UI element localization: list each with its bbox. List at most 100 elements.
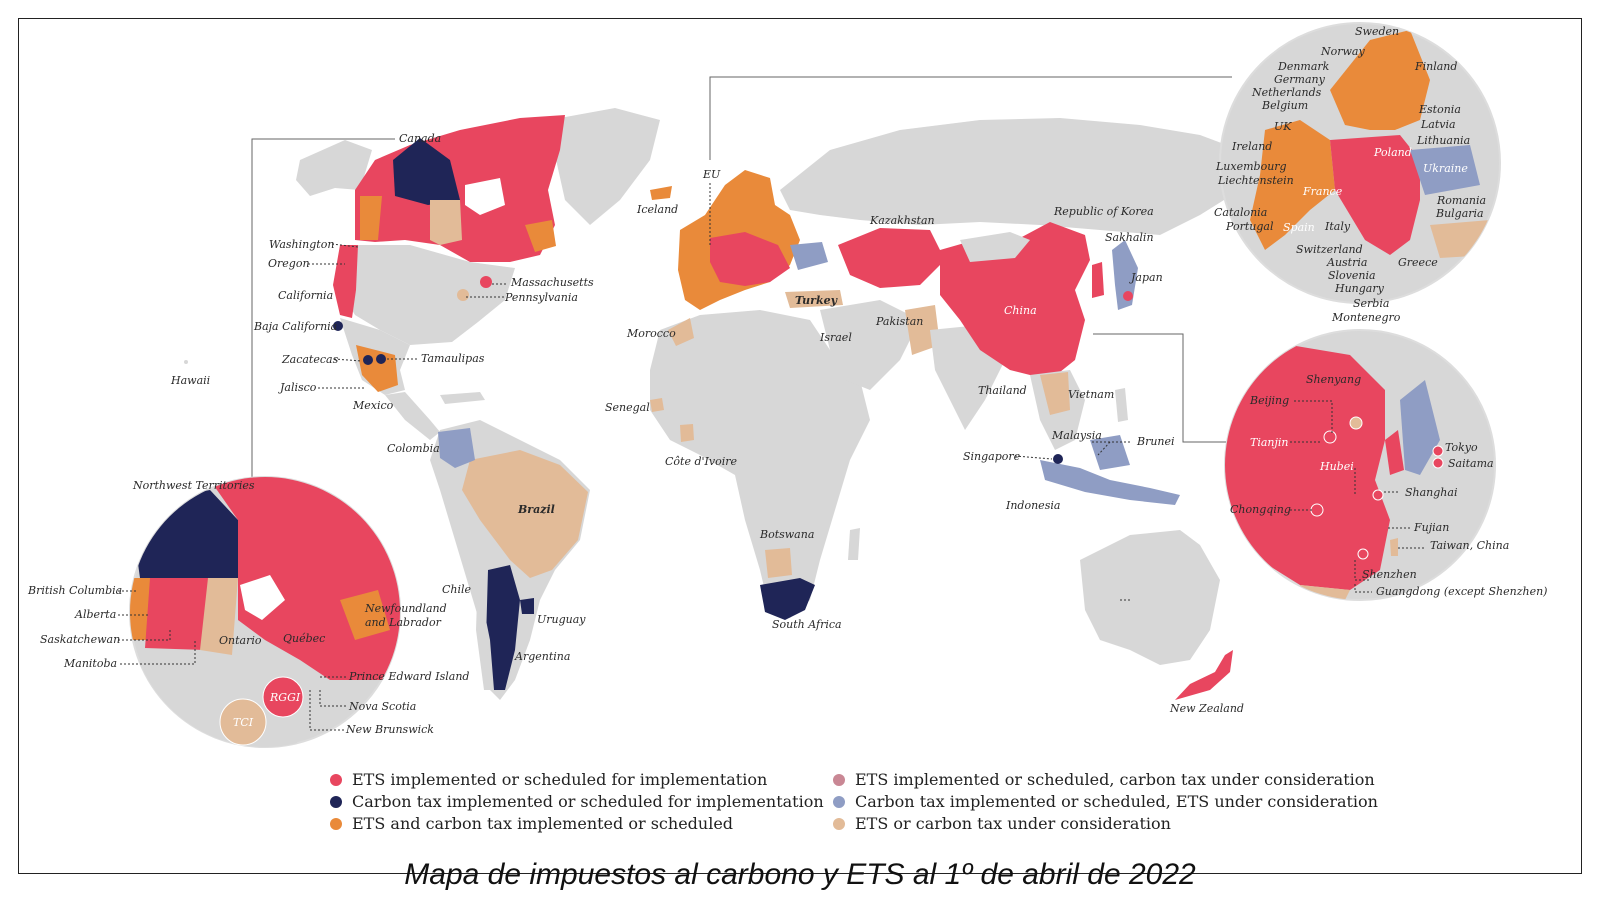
label-alberta: Alberta	[74, 608, 116, 621]
label-pakistan: Pakistan	[875, 315, 923, 328]
legend-label-carbon-tax: Carbon tax implemented or scheduled for …	[352, 792, 824, 811]
label-romania: Romania	[1436, 194, 1486, 207]
colombia-region	[438, 428, 475, 468]
us-west-coast	[333, 245, 358, 318]
newfoundland-region	[525, 220, 556, 252]
baja-dot	[333, 321, 343, 331]
argentina-region	[482, 565, 520, 690]
label-morocco: Morocco	[626, 327, 676, 340]
label-botswana: Botswana	[759, 528, 814, 541]
label-israel: Israel	[819, 331, 852, 344]
legend-item-carbon-tax: Carbon tax implemented or scheduled for …	[330, 792, 824, 811]
tci-circle	[219, 698, 267, 746]
japan-dot	[1123, 291, 1133, 301]
label-nova-scotia: Nova Scotia	[348, 700, 416, 713]
korea-region	[1092, 262, 1104, 298]
label-ireland: Ireland	[1231, 140, 1272, 153]
alaska-region	[296, 140, 372, 196]
label-zacatecas: Zacatecas	[281, 353, 339, 366]
south-africa-region	[760, 578, 815, 620]
label-manitoba: Manitoba	[63, 657, 117, 670]
africa-region	[650, 310, 870, 618]
eu-connector	[709, 76, 1232, 160]
label-bulgaria: Bulgaria	[1435, 207, 1484, 220]
tokyo-dot	[1432, 445, 1444, 457]
label-quebec: Québec	[283, 632, 325, 645]
label-indonesia: Indonesia	[1005, 499, 1060, 512]
label-newfoundland-2: and Labrador	[365, 616, 442, 629]
label-lithuania: Lithuania	[1416, 134, 1470, 147]
label-saitama: Saitama	[1448, 457, 1494, 470]
inset-central-eu	[1330, 135, 1420, 255]
north-america	[184, 108, 660, 440]
label-new-zealand: New Zealand	[1169, 702, 1244, 715]
label-spain: Spain	[1283, 221, 1315, 234]
senegal-region	[650, 398, 664, 412]
label-shenyang: Shenyang	[1306, 373, 1361, 386]
canada-inset	[129, 476, 401, 748]
label-chongqing: Chongqing	[1230, 503, 1291, 516]
label-sweden: Sweden	[1355, 25, 1399, 38]
uruguay-region	[520, 598, 534, 614]
figure-caption: Mapa de impuestos al carbono y ETS al 1º…	[404, 858, 1196, 891]
label-ukraine: Ukraine	[1423, 162, 1468, 175]
inset-nordics	[1330, 30, 1430, 130]
australia-region	[1080, 530, 1220, 665]
label-tci: TCI	[233, 716, 254, 729]
inset-prairies	[145, 578, 210, 650]
thailand-vietnam-region	[1040, 372, 1070, 415]
hawaii-dot	[184, 360, 188, 364]
china-connector	[1093, 333, 1228, 443]
label-sakhalin: Sakhalin	[1105, 231, 1154, 244]
label-mexico: Mexico	[352, 399, 394, 412]
label-slovenia: Slovenia	[1328, 269, 1376, 282]
prairie-region	[430, 200, 462, 245]
label-washington: Washington	[269, 238, 334, 251]
label-california: California	[278, 289, 333, 302]
label-brazil: Brazil	[517, 503, 555, 516]
label-tamaulipas: Tamaulipas	[421, 352, 485, 365]
chile-region	[476, 570, 492, 690]
legend-item-ets-tax-consid: ETS implemented or scheduled, carbon tax…	[833, 770, 1375, 789]
label-malaysia: Malaysia	[1051, 429, 1102, 442]
pakistan-region	[905, 305, 940, 355]
label-france: France	[1302, 185, 1343, 198]
indonesia-region	[1040, 460, 1180, 505]
pennsylvania-dot	[457, 289, 469, 301]
label-luxembourg: Luxembourg	[1215, 160, 1287, 173]
madagascar	[848, 528, 860, 560]
label-pennsylvania: Pennsylvania	[504, 291, 578, 304]
label-china: China	[1004, 304, 1037, 317]
label-greece: Greece	[1398, 256, 1438, 269]
inset-taiwan	[1390, 538, 1398, 556]
label-new-brunswick: New Brunswick	[345, 723, 434, 736]
label-italy: Italy	[1324, 220, 1351, 233]
eu-ets-core	[710, 232, 790, 286]
label-baja: Baja California	[253, 320, 337, 333]
label-vietnam: Vietnam	[1068, 388, 1114, 401]
label-uruguay: Uruguay	[537, 613, 586, 626]
label-south-africa: South Africa	[772, 618, 842, 631]
hudson-bay	[465, 178, 505, 215]
kazakhstan-region	[838, 228, 945, 288]
label-estonia: Estonia	[1418, 103, 1461, 116]
label-hawaii: Hawaii	[170, 374, 210, 387]
ukraine-region	[790, 242, 828, 270]
borneo-region	[1090, 435, 1130, 470]
legend-label-ets: ETS implemented or scheduled for impleme…	[352, 770, 768, 789]
central-america	[385, 392, 440, 440]
legend-label-tax-ets-consid: Carbon tax implemented or scheduled, ETS…	[855, 792, 1378, 811]
label-senegal: Senegal	[605, 401, 650, 414]
legend-label-both: ETS and carbon tax implemented or schedu…	[352, 814, 734, 833]
turkey-region	[785, 290, 843, 308]
legend-item-ets: ETS implemented or scheduled for impleme…	[330, 770, 767, 789]
legend-swatch-tax-ets-consid	[833, 795, 845, 808]
map-legend: ETS implemented or scheduled for impleme…	[330, 770, 1378, 840]
label-bc: British Columbia	[27, 584, 122, 597]
inset-western-eu	[1250, 120, 1335, 250]
botswana-region	[765, 548, 792, 578]
legend-swatch-carbon-tax	[330, 795, 342, 808]
legend-swatch-ets	[330, 773, 342, 786]
inset-china	[1225, 345, 1390, 590]
